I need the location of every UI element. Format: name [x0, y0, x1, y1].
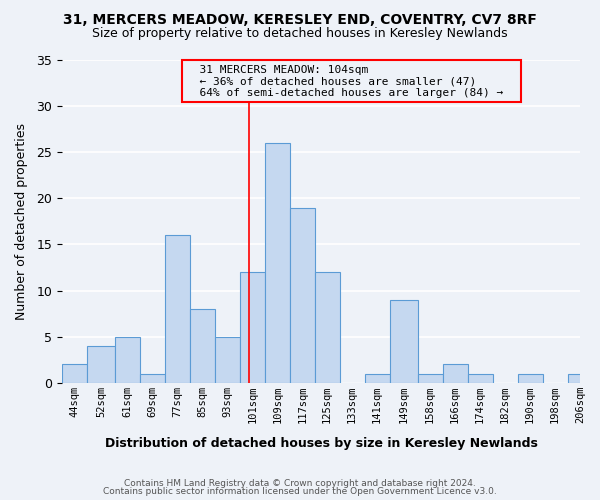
Bar: [87, 346, 115, 383]
Bar: [240, 272, 265, 383]
Bar: [518, 374, 542, 383]
Text: 31 MERCERS MEADOW: 104sqm
  ← 36% of detached houses are smaller (47)
  64% of s: 31 MERCERS MEADOW: 104sqm ← 36% of detac…: [186, 65, 517, 98]
Bar: [389, 300, 418, 383]
X-axis label: Distribution of detached houses by size in Keresley Newlands: Distribution of detached houses by size …: [104, 437, 538, 450]
Bar: [418, 374, 443, 383]
Text: Size of property relative to detached houses in Keresley Newlands: Size of property relative to detached ho…: [92, 28, 508, 40]
Bar: [265, 143, 290, 383]
Bar: [290, 208, 315, 383]
Bar: [315, 272, 340, 383]
Bar: [62, 364, 87, 383]
Bar: [443, 364, 467, 383]
Bar: [165, 236, 190, 383]
Text: Contains HM Land Registry data © Crown copyright and database right 2024.: Contains HM Land Registry data © Crown c…: [124, 478, 476, 488]
Text: Contains public sector information licensed under the Open Government Licence v3: Contains public sector information licen…: [103, 487, 497, 496]
Bar: [365, 374, 389, 383]
Bar: [215, 336, 240, 383]
Bar: [467, 374, 493, 383]
Y-axis label: Number of detached properties: Number of detached properties: [15, 123, 28, 320]
Text: 31, MERCERS MEADOW, KERESLEY END, COVENTRY, CV7 8RF: 31, MERCERS MEADOW, KERESLEY END, COVENT…: [63, 12, 537, 26]
Bar: [115, 336, 140, 383]
Bar: [568, 374, 592, 383]
Bar: [140, 374, 165, 383]
Bar: [190, 309, 215, 383]
